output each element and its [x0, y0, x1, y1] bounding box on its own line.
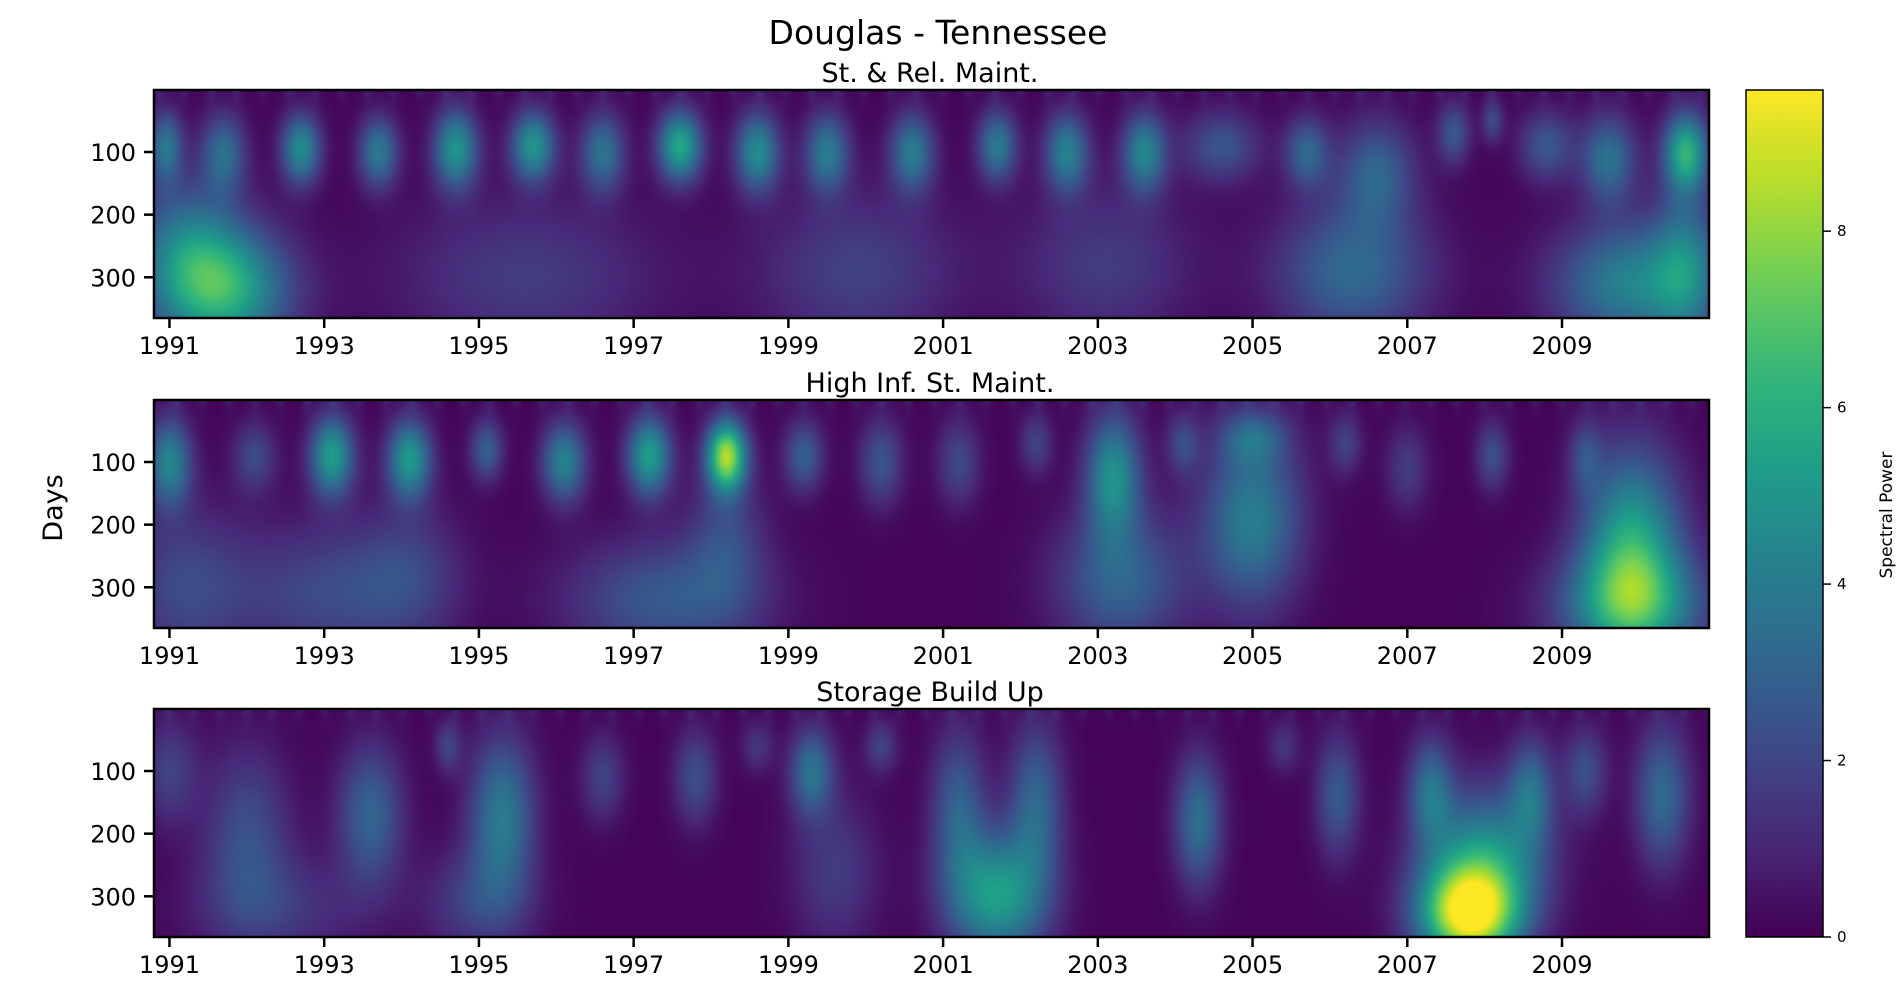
y-tick-label: 300: [90, 574, 136, 602]
x-tick-label: 2001: [913, 332, 974, 360]
colorbar-label: Spectral Power: [1877, 452, 1897, 579]
x-tick-label: 1991: [139, 332, 200, 360]
colorbar-tick-label: 4: [1837, 575, 1847, 593]
panel-high-inf-st-maint: High Inf. St. Maint. 100 200 300 1991 1993 1…: [90, 368, 1711, 670]
x-tick-label: 2001: [913, 642, 974, 670]
x-tick-label: 2003: [1067, 951, 1128, 979]
x-tick-label: 1993: [294, 951, 355, 979]
x-tick-label: 2001: [913, 951, 974, 979]
x-tick-label: 1991: [139, 951, 200, 979]
y-tick-label: 200: [90, 821, 136, 849]
x-tick-label: 1999: [758, 642, 819, 670]
y-tick-label: 200: [90, 202, 136, 230]
panel-storage-build-up: Storage Build Up 100 200 300 1991 1993 1995 1…: [90, 677, 1711, 979]
x-tick-label: 2007: [1377, 951, 1438, 979]
x-tick-label: 2007: [1377, 332, 1438, 360]
plot-frame: [152, 88, 1711, 320]
x-tick-label: 2009: [1531, 642, 1592, 670]
colorbar-tick-label: 6: [1837, 399, 1847, 417]
x-tick-label: 2005: [1222, 951, 1283, 979]
x-tick-label: 1997: [603, 951, 664, 979]
x-tick-label: 1997: [603, 332, 664, 360]
heatmap-image: [154, 709, 1709, 937]
x-tick-label: 1997: [603, 642, 664, 670]
x-tick-label: 1991: [139, 642, 200, 670]
colorbar-frame: [1745, 89, 1824, 938]
y-tick-label: 100: [90, 449, 136, 477]
panel-title: St. & Rel. Maint.: [822, 58, 1039, 89]
y-tick-label: 300: [90, 883, 136, 911]
panel-title: High Inf. St. Maint.: [806, 368, 1055, 399]
x-tick-label: 1995: [448, 951, 509, 979]
x-tick-label: 2007: [1377, 642, 1438, 670]
heatmap-image: [154, 400, 1709, 628]
x-tick-label: 1993: [294, 332, 355, 360]
colorbar-tick-label: 0: [1837, 928, 1847, 946]
heatmap-image: [154, 90, 1709, 318]
x-tick-label: 2009: [1531, 332, 1592, 360]
y-tick-label: 300: [90, 264, 136, 292]
x-tick-label: 1993: [294, 642, 355, 670]
colorbar-tick-label: 2: [1837, 752, 1847, 770]
y-tick-label: 100: [90, 139, 136, 167]
colorbar-gradient: [1746, 90, 1823, 937]
x-tick-label: 2005: [1222, 642, 1283, 670]
y-tick-label: 200: [90, 512, 136, 540]
plot-frame: [152, 707, 1711, 939]
figure-title: Douglas - Tennessee: [769, 13, 1108, 52]
colorbar: 0 2 4 6 8 Spectral Power: [1745, 89, 1897, 946]
x-tick-label: 1995: [448, 332, 509, 360]
x-tick-label: 2003: [1067, 332, 1128, 360]
x-tick-label: 1995: [448, 642, 509, 670]
colorbar-tick-label: 8: [1837, 222, 1847, 240]
x-tick-label: 2003: [1067, 642, 1128, 670]
panel-st-rel-maint: St. & Rel. Maint. 100 200 300 1991 1993 1995…: [90, 58, 1711, 360]
panel-title: Storage Build Up: [816, 677, 1043, 708]
shared-y-label: Days: [38, 474, 69, 541]
x-tick-label: 1999: [758, 332, 819, 360]
y-tick-label: 100: [90, 758, 136, 786]
x-tick-label: 2005: [1222, 332, 1283, 360]
plot-frame: [152, 398, 1711, 630]
x-tick-label: 2009: [1531, 951, 1592, 979]
x-tick-label: 1999: [758, 951, 819, 979]
